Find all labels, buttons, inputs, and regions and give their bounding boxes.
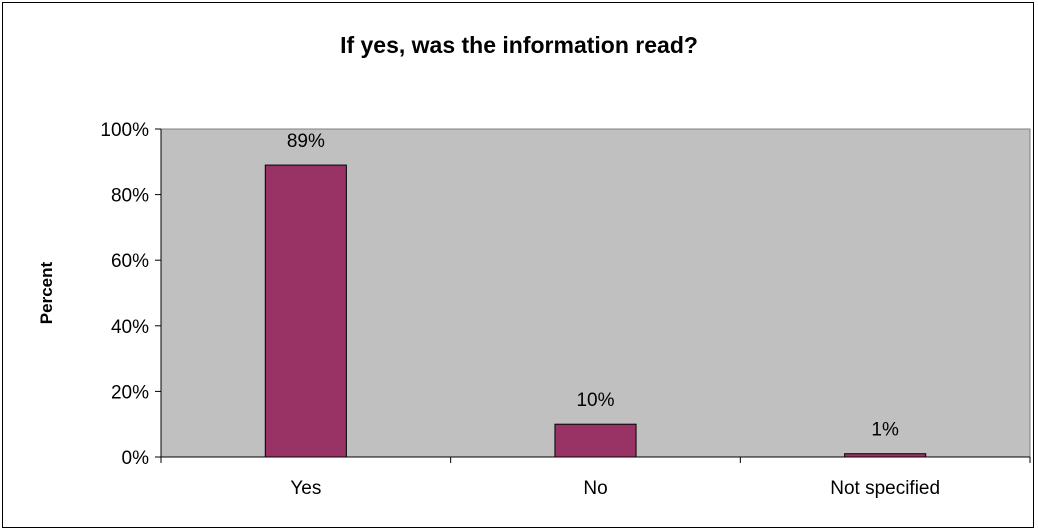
data-label: 10% xyxy=(576,390,614,411)
data-label: 89% xyxy=(287,131,325,152)
y-tick-label: 80% xyxy=(111,186,149,207)
bar xyxy=(844,453,927,458)
y-tick-label: 0% xyxy=(122,448,150,469)
bar xyxy=(554,423,637,458)
y-tick-label: 20% xyxy=(111,382,149,403)
x-tick-label: No xyxy=(583,478,607,499)
y-tick-label: 100% xyxy=(100,120,149,141)
data-label: 1% xyxy=(871,420,899,441)
chart-title: If yes, was the information read? xyxy=(340,32,698,58)
bar xyxy=(264,164,347,458)
y-tick-label: 60% xyxy=(111,251,149,272)
x-tick-label: Yes xyxy=(290,478,321,499)
y-tick-label: 40% xyxy=(111,317,149,338)
x-tick-label: Not specified xyxy=(830,478,940,499)
